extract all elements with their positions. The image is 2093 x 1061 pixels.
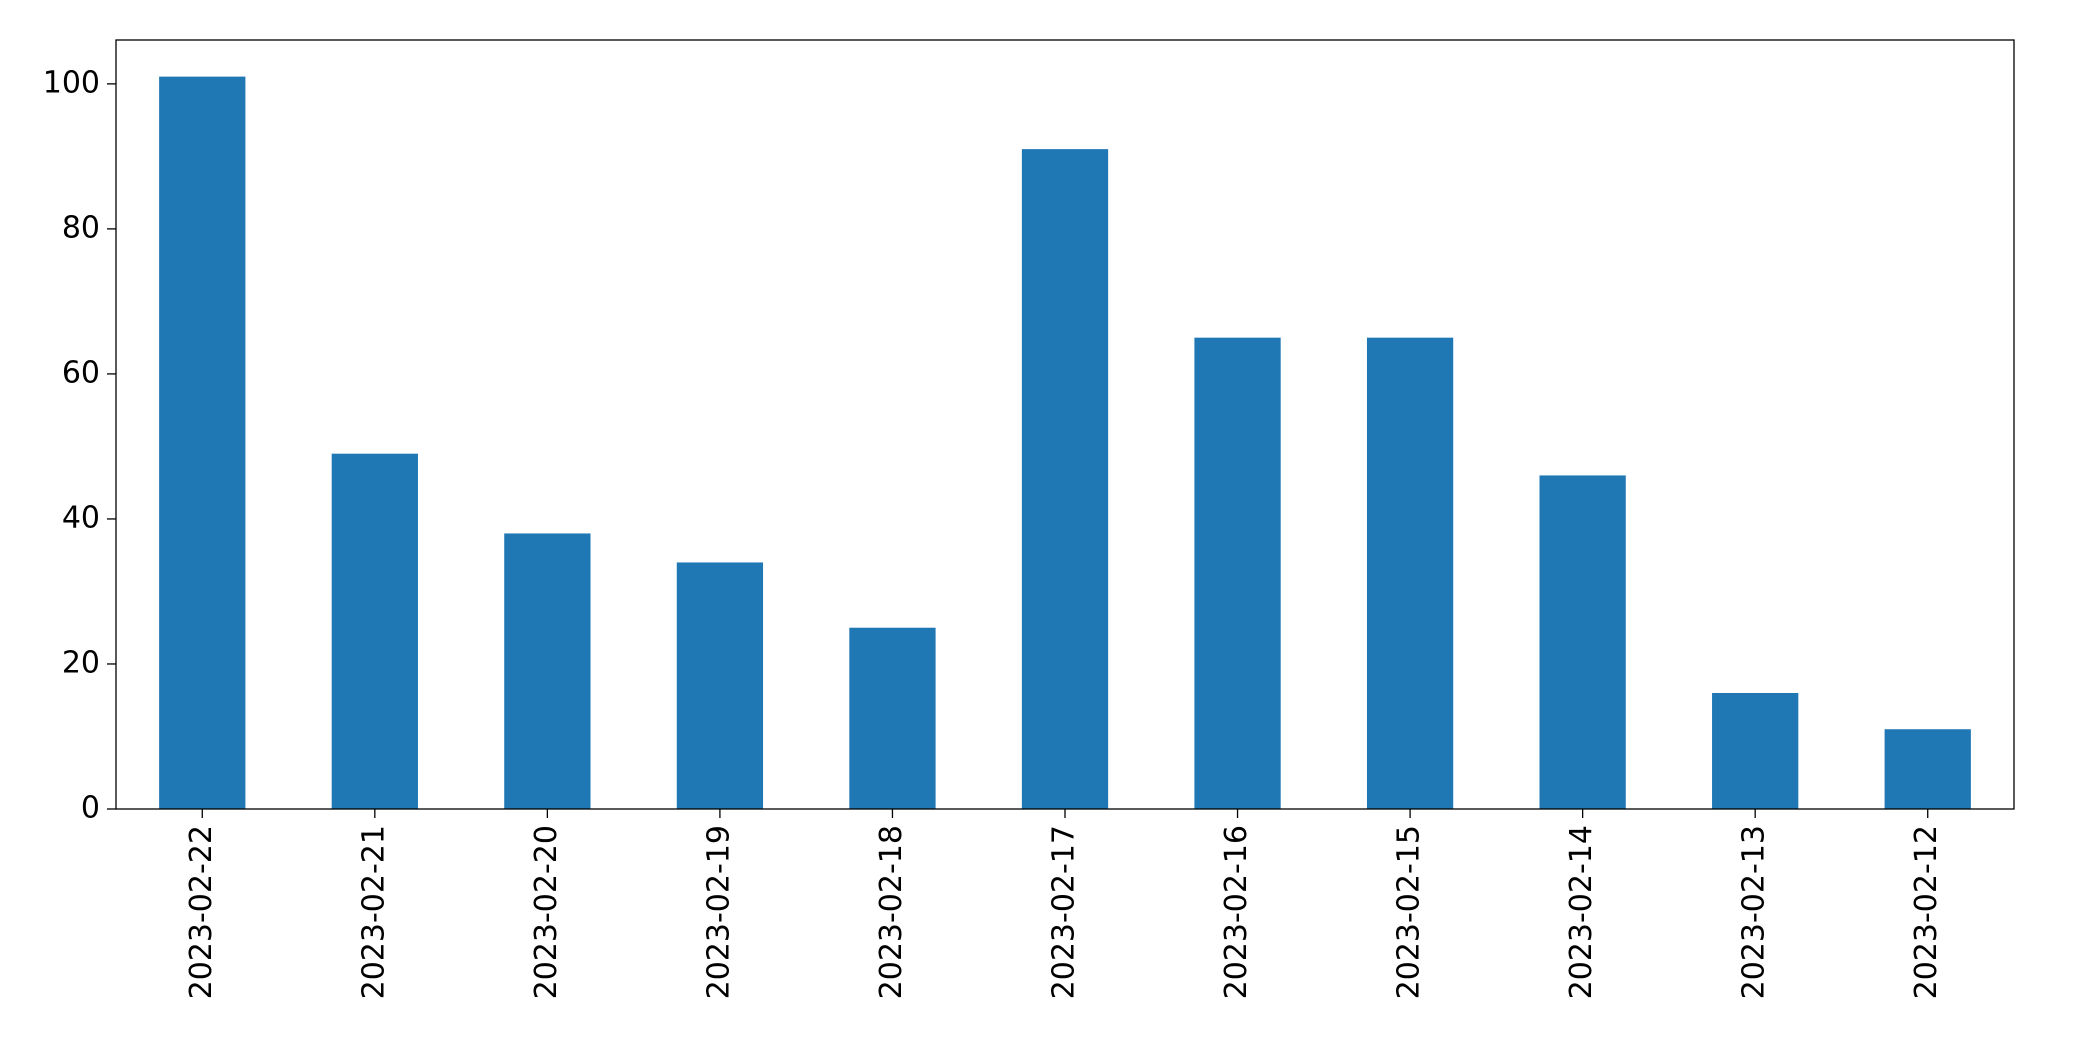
bar: [1884, 729, 1971, 809]
bar: [849, 627, 936, 809]
x-tick-label: 2023-02-13: [1737, 825, 1772, 999]
x-tick-label: 2023-02-19: [701, 825, 736, 999]
x-tick-label: 2023-02-20: [529, 825, 564, 999]
y-tick-label: 60: [62, 355, 100, 390]
x-tick-label: 2023-02-17: [1047, 825, 1082, 999]
x-tick-label: 2023-02-21: [356, 825, 391, 999]
bar: [1712, 692, 1799, 809]
x-tick-label: 2023-02-15: [1392, 825, 1427, 999]
bar: [159, 76, 246, 810]
bar: [331, 453, 418, 809]
y-tick-label: 0: [81, 791, 100, 826]
y-tick-label: 100: [43, 65, 100, 100]
y-tick-label: 80: [62, 210, 100, 245]
bar: [1194, 337, 1281, 809]
bar: [676, 562, 764, 809]
y-tick-label: 20: [62, 645, 100, 680]
x-tick-label: 2023-02-12: [1909, 825, 1944, 999]
x-tick-label: 2023-02-16: [1219, 825, 1254, 999]
bar: [1021, 149, 1109, 809]
y-tick-label: 40: [62, 500, 100, 535]
x-tick-label: 2023-02-18: [874, 825, 909, 999]
x-tick-label: 2023-02-14: [1564, 825, 1599, 999]
plot-frame: [115, 39, 2015, 810]
bar: [504, 533, 591, 809]
bar: [1539, 475, 1626, 809]
bar: [1366, 337, 1454, 809]
x-tick-label: 2023-02-22: [184, 825, 219, 999]
